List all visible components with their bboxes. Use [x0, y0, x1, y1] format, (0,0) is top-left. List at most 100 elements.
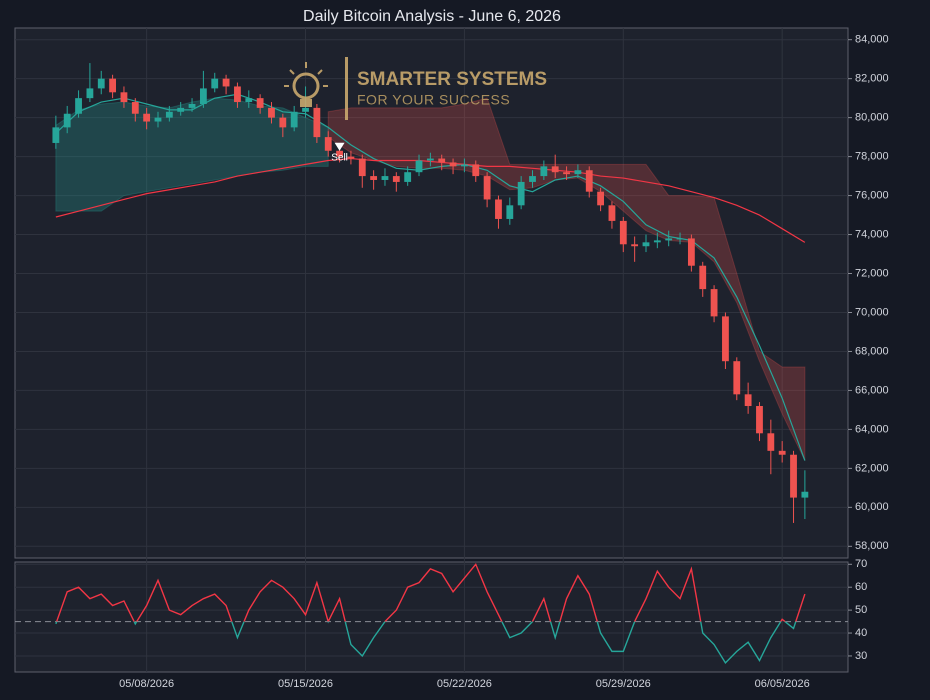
y-tick-label: 84,000: [855, 34, 889, 46]
candle-body: [585, 170, 593, 192]
candle-body: [381, 176, 389, 180]
candle-body: [143, 113, 151, 122]
candle-body: [722, 316, 729, 362]
candle-body: [767, 433, 775, 451]
candle-body: [676, 238, 684, 240]
candle-body: [642, 242, 650, 247]
x-tick-label: 05/22/2026: [437, 678, 492, 690]
candle-body: [177, 107, 185, 112]
candle-body: [347, 156, 355, 159]
x-tick-label: 06/05/2026: [755, 678, 810, 690]
bulb-base: [300, 99, 312, 107]
candle-body: [699, 265, 707, 290]
candle-body: [120, 92, 128, 103]
candle-body: [234, 86, 241, 103]
plot: Sell: [52, 63, 809, 523]
bulb: [292, 72, 320, 100]
candle-body: [222, 78, 230, 87]
y-tick-label: 74,000: [855, 228, 889, 240]
y-tick-label: 60,000: [855, 501, 889, 513]
y-tick-label: 62,000: [855, 462, 889, 474]
x-tick-label: 05/15/2026: [278, 678, 333, 690]
y-tick-label: 80,000: [855, 112, 889, 124]
candle-body: [199, 88, 207, 104]
chart-title: Daily Bitcoin Analysis - June 6, 2026: [303, 8, 561, 25]
candle-body: [336, 150, 343, 157]
candle-body: [461, 164, 468, 167]
grid: 05/08/2026 05/15/2026 05/22/2026 05/29/2026…: [15, 28, 889, 690]
candle-body: [597, 191, 605, 206]
candle-body: [438, 158, 446, 163]
y-tick-label: 82,000: [855, 73, 889, 85]
y-tick-label: 72,000: [855, 267, 889, 279]
candle-body: [131, 102, 139, 114]
logo-title: SMARTER SYSTEMS: [357, 69, 547, 90]
sell-label: Sell: [331, 152, 348, 163]
candle-body: [756, 406, 763, 434]
candle-body: [392, 176, 400, 182]
candle-body: [52, 127, 60, 143]
candle-body: [483, 176, 491, 200]
candle-body: [211, 78, 219, 89]
y-tick-label: 68,000: [855, 345, 889, 357]
x-tick-label: 05/08/2026: [119, 678, 174, 690]
candle-body: [778, 450, 786, 455]
candle-body: [790, 454, 797, 498]
cloud: [55, 97, 329, 212]
candle-body: [506, 205, 514, 219]
y-tick-label: 58,000: [855, 540, 889, 552]
candle-body: [165, 111, 173, 118]
sell-marker: [334, 142, 345, 151]
rsi-line-above: [55, 562, 806, 622]
candle-body: [245, 98, 253, 103]
candle-body: [75, 98, 82, 114]
bulb-rays: [284, 62, 328, 87]
rsi-y-tick-label: 50: [855, 604, 867, 616]
candle-body: [109, 78, 117, 93]
rsi-y-tick-label: 40: [855, 627, 867, 639]
y-tick-label: 78,000: [855, 151, 889, 163]
rsi-y-tick-label: 70: [855, 558, 867, 570]
candle-body: [63, 113, 71, 128]
candle-body: [358, 158, 366, 177]
rsi-plot: [15, 562, 848, 664]
candle-body: [290, 111, 298, 128]
candle-body: [404, 172, 412, 182]
candle-body: [313, 107, 321, 138]
candle-body: [665, 238, 673, 241]
candle-body: [449, 162, 457, 167]
candle-body: [710, 289, 718, 317]
candle-body: [370, 176, 378, 180]
candle-body: [529, 176, 536, 182]
candle-body: [415, 160, 423, 173]
candle-body: [687, 238, 695, 266]
candle-body: [426, 158, 434, 161]
rsi-y-tick-label: 60: [855, 581, 867, 593]
rsi-y-tick-label: 30: [855, 650, 867, 662]
candle-body: [733, 361, 741, 395]
candle-body: [97, 78, 105, 89]
y-tick-label: 64,000: [855, 423, 889, 435]
rsi-panel: [14, 561, 849, 673]
main-panel: [14, 27, 849, 559]
y-tick-label: 66,000: [855, 384, 889, 396]
logo: SMARTER SYSTEMS FOR YOUR SUCCESS: [284, 57, 547, 120]
logo-bar: [345, 57, 348, 120]
candle-body: [608, 205, 616, 221]
candle-body: [302, 107, 309, 112]
candle-body: [574, 170, 582, 175]
candle-body: [324, 137, 332, 151]
candle-body: [256, 98, 264, 108]
candle-body: [86, 88, 94, 99]
candle-body: [563, 172, 570, 175]
logo-subtitle: FOR YOUR SUCCESS: [357, 92, 510, 108]
candle-body: [540, 166, 548, 177]
candle-body: [268, 107, 275, 118]
candle-body: [619, 220, 627, 245]
candle-body: [744, 394, 752, 407]
candle-body: [188, 103, 196, 108]
candle-body: [517, 181, 525, 206]
y-tick-label: 76,000: [855, 189, 889, 201]
candle-body: [472, 164, 480, 177]
